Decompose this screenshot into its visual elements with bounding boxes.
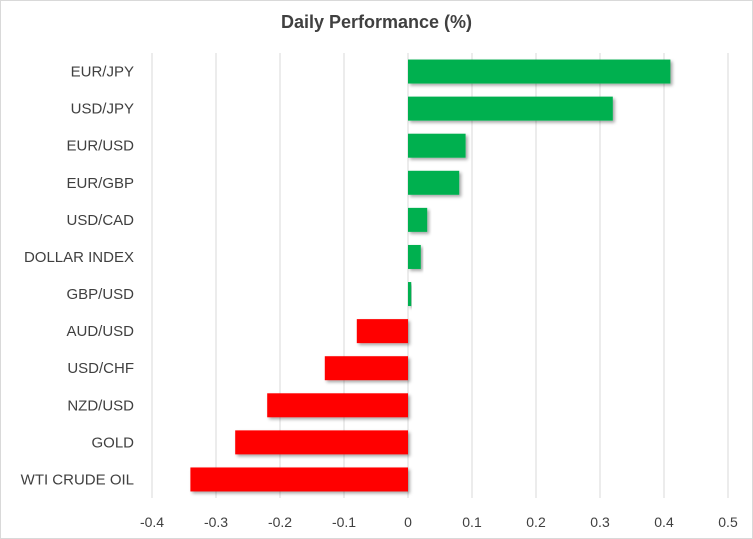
x-tick-label: 0.2: [526, 514, 546, 530]
category-label: NZD/USD: [67, 397, 134, 414]
bar: [324, 356, 408, 381]
x-tick-label: -0.1: [332, 514, 356, 530]
category-label: DOLLAR INDEX: [24, 249, 134, 266]
x-tick-label: 0: [404, 514, 412, 530]
bar: [408, 96, 613, 121]
bar: [235, 430, 408, 455]
chart-title: Daily Performance (%): [280, 12, 473, 32]
category-labels: EUR/JPY USD/JPY EUR/USD EUR/GBP USD/CAD DOLLA…: [21, 64, 135, 489]
x-tick-label: -0.2: [268, 514, 292, 530]
category-label: EUR/USD: [66, 138, 134, 155]
category-label: USD/JPY: [71, 101, 134, 118]
category-label: USD/CHF: [67, 360, 134, 377]
category-label: EUR/JPY: [71, 64, 134, 81]
category-label: EUR/GBP: [66, 175, 134, 192]
category-label: GBP/USD: [66, 286, 134, 303]
bar: [190, 467, 408, 492]
category-label: WTI CRUDE OIL: [21, 471, 134, 488]
x-tick-label: -0.3: [204, 514, 228, 530]
category-label: GOLD: [91, 434, 134, 451]
bar: [408, 282, 412, 307]
x-tick-label: 0.4: [654, 514, 674, 530]
gridlines: [151, 53, 729, 498]
bar: [408, 170, 460, 195]
bar: [408, 59, 671, 84]
x-tick-label: 0.5: [718, 514, 738, 530]
bar: [408, 133, 466, 158]
bar: [408, 207, 428, 232]
x-tick-label: 0.1: [462, 514, 482, 530]
x-tick-label: 0.3: [590, 514, 610, 530]
bar: [408, 244, 421, 269]
bar: [267, 393, 408, 418]
bars: [190, 59, 671, 492]
category-label: USD/CAD: [66, 212, 134, 229]
category-label: AUD/USD: [66, 323, 134, 340]
bar: [356, 319, 408, 344]
x-tick-label: -0.4: [140, 514, 164, 530]
x-tick-labels: -0.4 -0.3 -0.2 -0.1 0 0.1 0.2 0.3 0.4 0.5: [140, 514, 738, 530]
